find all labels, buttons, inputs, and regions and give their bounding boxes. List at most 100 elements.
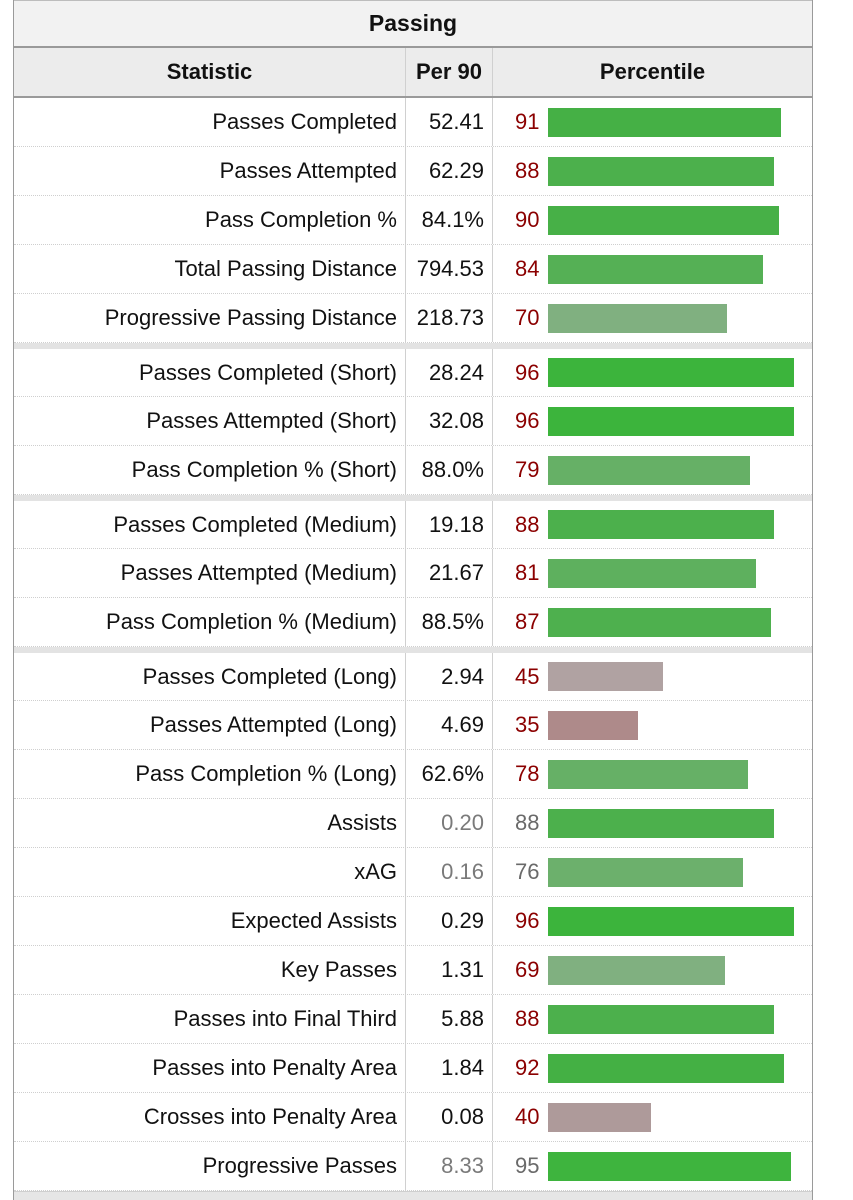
per-90-value: 218.73 <box>406 294 493 342</box>
header-statistic[interactable]: Statistic <box>14 48 406 96</box>
table-row: Assists 0.20 88 <box>14 799 812 848</box>
per-90-value: 0.29 <box>406 897 493 945</box>
per-90-value: 794.53 <box>406 245 493 293</box>
percentile-cell: 88 <box>493 995 812 1043</box>
table-row: Progressive Passes 8.33 95 <box>14 1142 812 1191</box>
table-row: Pass Completion % (Medium) 88.5% 87 <box>14 598 812 647</box>
percentile-value: 91 <box>515 109 540 134</box>
percentile-cell: 95 <box>493 1142 812 1190</box>
table-row: Expected Assists 0.29 96 <box>14 897 812 946</box>
per-90-value: 52.41 <box>406 98 493 146</box>
stat-name: Passes Attempted <box>14 147 406 195</box>
stat-name: Passes Attempted (Long) <box>14 701 406 749</box>
percentile-bar <box>548 510 774 539</box>
table-row: Pass Completion % (Long) 62.6% 78 <box>14 750 812 799</box>
percentile-cell: 45 <box>493 653 812 700</box>
stat-name: Key Passes <box>14 946 406 994</box>
percentile-cell: 87 <box>493 598 812 646</box>
stat-name: Pass Completion % (Long) <box>14 750 406 798</box>
table-row: xAG 0.16 76 <box>14 848 812 897</box>
stat-name: xAG <box>14 848 406 896</box>
percentile-value: 87 <box>515 609 540 634</box>
percentile-bar <box>548 303 727 333</box>
percentile-bar <box>548 156 774 186</box>
percentile-cell: 76 <box>493 848 812 896</box>
stat-name: Passes Attempted (Medium) <box>14 549 406 597</box>
percentile-bar <box>548 759 748 789</box>
percentile-value: 40 <box>515 1104 540 1129</box>
percentile-value: 69 <box>515 957 540 982</box>
passing-table: Passing Statistic Per 90 Percentile Pass… <box>13 0 813 1200</box>
per-90-value: 62.29 <box>406 147 493 195</box>
percentile-bar <box>548 107 781 137</box>
stat-name: Passes Completed (Medium) <box>14 501 406 548</box>
percentile-bar <box>548 710 638 740</box>
percentile-value: 78 <box>515 761 540 786</box>
percentile-value: 84 <box>515 256 540 281</box>
table-row: Passes Completed 52.41 91 <box>14 98 812 147</box>
percentile-bar <box>548 254 763 284</box>
stat-name: Pass Completion % (Short) <box>14 446 406 494</box>
per-90-value: 88.0% <box>406 446 493 494</box>
percentile-value: 88 <box>515 810 540 835</box>
percentile-bar <box>548 1102 651 1132</box>
table-row: Passes Attempted (Short) 32.08 96 <box>14 397 812 446</box>
percentile-cell: 88 <box>493 147 812 195</box>
per-90-value: 19.18 <box>406 501 493 548</box>
per-90-value: 1.31 <box>406 946 493 994</box>
stat-name: Progressive Passing Distance <box>14 294 406 342</box>
stat-name: Pass Completion % <box>14 196 406 244</box>
percentile-value: 81 <box>515 560 540 585</box>
header-percentile[interactable]: Percentile <box>599 59 706 84</box>
stat-name: Progressive Passes <box>14 1142 406 1190</box>
table-row: Passes Attempted (Medium) 21.67 81 <box>14 549 812 598</box>
table-footer-divider <box>14 1191 812 1200</box>
per-90-value: 0.08 <box>406 1093 493 1141</box>
percentile-cell: 96 <box>493 397 812 445</box>
percentile-bar <box>548 662 663 691</box>
percentile-value: 70 <box>515 305 540 330</box>
percentile-cell: 78 <box>493 750 812 798</box>
table-row: Total Passing Distance 794.53 84 <box>14 245 812 294</box>
percentile-value: 92 <box>515 1055 540 1080</box>
percentile-cell: 35 <box>493 701 812 749</box>
per-90-value: 5.88 <box>406 995 493 1043</box>
percentile-bar <box>548 558 756 588</box>
per-90-value: 28.24 <box>406 349 493 396</box>
table-row: Crosses into Penalty Area 0.08 40 <box>14 1093 812 1142</box>
per-90-value: 0.16 <box>406 848 493 896</box>
percentile-value: 76 <box>515 859 540 884</box>
percentile-value: 90 <box>515 207 540 232</box>
percentile-cell: 84 <box>493 245 812 293</box>
per-90-value: 62.6% <box>406 750 493 798</box>
per-90-value: 32.08 <box>406 397 493 445</box>
percentile-cell: 69 <box>493 946 812 994</box>
header-per-90[interactable]: Per 90 <box>406 48 493 96</box>
per-90-value: 4.69 <box>406 701 493 749</box>
per-90-value: 8.33 <box>406 1142 493 1190</box>
stat-name: Total Passing Distance <box>14 245 406 293</box>
percentile-cell: 92 <box>493 1044 812 1092</box>
table-row: Passes Attempted (Long) 4.69 35 <box>14 701 812 750</box>
percentile-cell: 96 <box>493 349 812 396</box>
per-90-value: 0.20 <box>406 799 493 847</box>
percentile-cell: 70 <box>493 294 812 342</box>
percentile-bar <box>548 1053 784 1083</box>
percentile-bar <box>548 808 774 838</box>
percentile-cell: 88 <box>493 799 812 847</box>
table-row: Passes Completed (Long) 2.94 45 <box>14 647 812 701</box>
table-header-row: Statistic Per 90 Percentile <box>14 48 812 98</box>
percentile-cell: 81 <box>493 549 812 597</box>
percentile-value: 35 <box>515 712 540 737</box>
percentile-bar <box>548 906 794 936</box>
percentile-cell: 88 <box>493 501 812 548</box>
percentile-bar <box>548 607 771 637</box>
table-row: Passes into Penalty Area 1.84 92 <box>14 1044 812 1093</box>
stat-name: Passes Completed (Short) <box>14 349 406 396</box>
percentile-cell: 90 <box>493 196 812 244</box>
per-90-value: 2.94 <box>406 653 493 700</box>
percentile-value: 79 <box>515 457 540 482</box>
percentile-bar <box>548 955 725 985</box>
percentile-bar <box>548 455 750 485</box>
stat-name: Crosses into Penalty Area <box>14 1093 406 1141</box>
